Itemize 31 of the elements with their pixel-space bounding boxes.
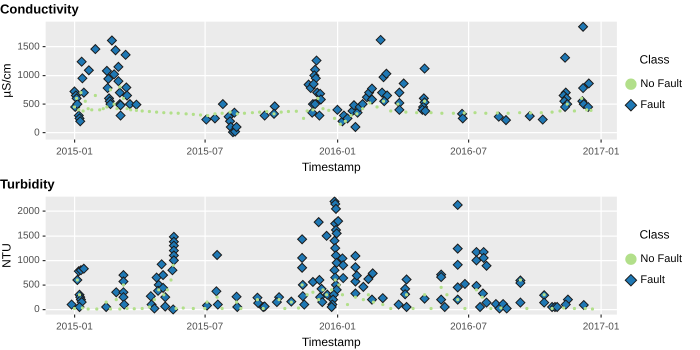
y-tick-label: 0 <box>34 304 40 316</box>
y-tick-label: 500 <box>22 98 40 110</box>
y-tick-label: 1500 <box>17 230 40 242</box>
x-tick-label: 2016-07 <box>450 146 488 158</box>
x-tick-label: 2015-01 <box>56 146 94 158</box>
x-tick-label: 2016-01 <box>319 321 356 332</box>
y-axis-title: NTU <box>0 243 14 268</box>
x-tick-label: 2017-01 <box>582 321 620 332</box>
y-tick-label: 1500 <box>17 42 40 53</box>
y-tick-label: 500 <box>22 280 40 291</box>
x-axis-title: Timestamp <box>302 335 362 350</box>
x-tick-label: 2016-01 <box>319 146 356 158</box>
x-tick-label: 2017-01 <box>582 146 620 158</box>
legend-label: No Fault <box>640 78 682 90</box>
legend-title: Class <box>639 228 670 242</box>
x-tick-label: 2015-07 <box>186 146 224 158</box>
y-tick-label: 1000 <box>17 255 40 266</box>
y-tick-label: 0 <box>34 127 40 138</box>
x-tick-label: 2015-01 <box>56 321 94 332</box>
legend-title: Class <box>639 52 670 67</box>
chart-title: Conductivity <box>0 1 80 16</box>
y-tick-label: 2000 <box>17 206 40 218</box>
chart-title: Turbidity <box>0 176 56 192</box>
legend-label: Fault <box>640 99 665 112</box>
legend-label: No Fault <box>640 253 682 266</box>
legend-label: Fault <box>640 274 665 286</box>
y-tick-label: 1000 <box>17 70 40 82</box>
x-axis-title: Timestamp <box>302 160 362 174</box>
x-tick-label: 2015-07 <box>186 321 224 332</box>
x-tick-label: 2016-07 <box>450 321 488 332</box>
y-axis-title: µS/cm <box>0 63 14 98</box>
